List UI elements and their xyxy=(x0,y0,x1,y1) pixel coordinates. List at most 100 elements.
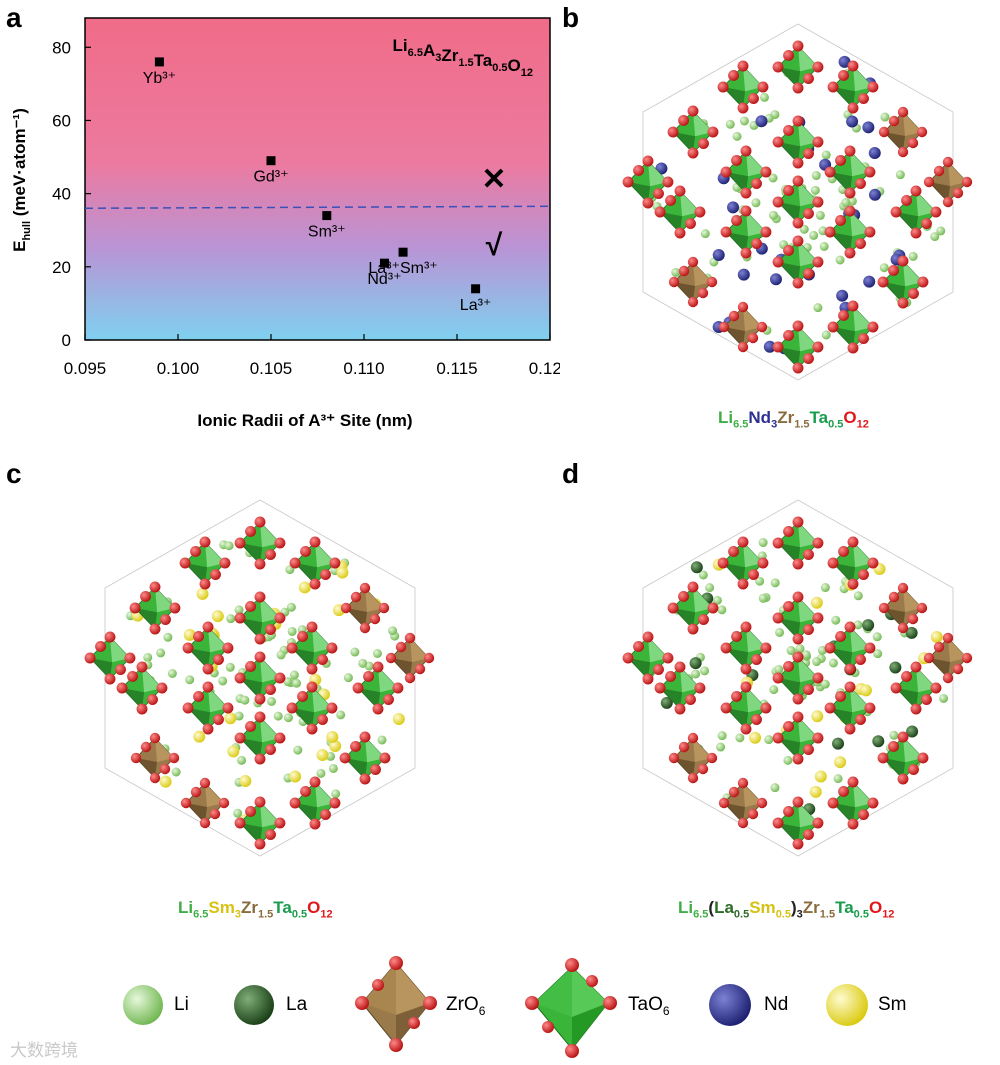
sm-atom xyxy=(326,730,339,743)
legend-label-li: Li xyxy=(174,994,189,1015)
tao6-octahedron xyxy=(179,536,231,590)
sm-atom xyxy=(814,770,827,783)
li-atom xyxy=(755,576,765,586)
tao6-octahedron xyxy=(890,185,942,239)
data-point xyxy=(322,211,332,221)
zro6-octahedron xyxy=(878,106,928,158)
li-atom xyxy=(764,735,774,745)
data-point-label: Sm³⁺ xyxy=(308,224,346,241)
panel-label-b: b xyxy=(562,2,580,33)
li-atom xyxy=(717,731,727,741)
data-point xyxy=(266,156,276,166)
li-atom xyxy=(700,666,710,676)
la-atom-icon xyxy=(234,985,274,1025)
zro6-octahedron xyxy=(718,777,768,829)
li-atom xyxy=(316,768,326,778)
li-atom xyxy=(841,198,851,208)
crystal-structure-sm xyxy=(84,499,435,857)
li-atom xyxy=(143,652,153,662)
zro6-octahedron xyxy=(878,582,928,634)
li-atom xyxy=(698,570,708,580)
sm-atom xyxy=(239,775,252,788)
x-tick-label: 0.105 xyxy=(250,359,293,378)
li-atom xyxy=(283,713,293,723)
la-atom xyxy=(689,657,702,670)
tao6-octahedron xyxy=(772,235,824,289)
li-atom xyxy=(801,650,811,660)
li-atom xyxy=(163,632,173,642)
sm-atom xyxy=(183,628,196,641)
sm-atom xyxy=(193,730,206,743)
tao6-octahedron xyxy=(827,60,879,114)
li-atom xyxy=(276,650,286,660)
zro6-octahedron xyxy=(923,156,973,208)
li-atom xyxy=(218,676,228,686)
tao6-octahedron xyxy=(234,651,286,705)
legend-label-nd: Nd xyxy=(764,994,789,1015)
tao6-octahedron xyxy=(234,711,286,765)
tao6-octahedron xyxy=(116,661,168,715)
li-atom xyxy=(705,583,715,593)
data-point-label: La³⁺Sm³⁺ xyxy=(368,260,437,277)
formula-c: Li6.5Sm3Zr1.5Ta0.5O12 xyxy=(178,898,333,921)
li-atom xyxy=(350,647,360,657)
tao6-octahedron xyxy=(234,516,286,570)
tao6-octahedron xyxy=(890,661,942,715)
li-atom xyxy=(815,210,825,220)
li-atom xyxy=(156,648,166,658)
tao6-octahedron xyxy=(654,185,706,239)
li-atom xyxy=(770,578,780,588)
tao6-octahedron xyxy=(720,621,772,675)
data-point xyxy=(154,57,164,67)
tao6-octahedron xyxy=(667,581,719,635)
data-point-label: Nd³⁺ xyxy=(367,271,401,288)
tao6-octahedron xyxy=(772,320,824,374)
data-point-label: La³⁺ xyxy=(460,297,492,314)
sm-atom xyxy=(211,610,224,623)
li-atom xyxy=(283,677,293,687)
zro6-octahedron xyxy=(385,632,435,684)
la-atom xyxy=(889,661,902,674)
sm-atom xyxy=(298,581,311,594)
tao6-octahedron xyxy=(824,205,876,259)
li-atom xyxy=(770,783,780,793)
unstable-mark: ✕ xyxy=(481,163,506,196)
li-atom xyxy=(234,711,244,721)
sm-atom xyxy=(316,748,329,761)
tao6-octahedron xyxy=(667,105,719,159)
nd-atom xyxy=(712,248,725,261)
x-tick-label: 0.120 xyxy=(529,359,560,378)
li-atom xyxy=(783,755,793,765)
tao6-octahedron xyxy=(772,516,824,570)
tao6-octahedron xyxy=(182,621,234,675)
li-atom xyxy=(831,615,841,625)
li-atom xyxy=(331,789,341,799)
sm-atom xyxy=(224,712,237,725)
tao6-octahedron xyxy=(234,796,286,850)
crystal-structure-la-sm xyxy=(622,499,973,857)
li-atom xyxy=(226,614,236,624)
tao6-octahedron xyxy=(84,631,136,685)
sm-atom xyxy=(329,739,342,752)
li-atom xyxy=(336,710,346,720)
tao6-octahedron xyxy=(286,621,338,675)
li-atom xyxy=(234,605,244,615)
y-tick-label: 80 xyxy=(52,38,71,57)
sm-atom xyxy=(336,566,349,579)
la-atom xyxy=(906,725,919,738)
zro6-octahedron-icon xyxy=(355,956,437,1052)
tao6-octahedron xyxy=(824,145,876,199)
li-atom xyxy=(691,669,701,679)
sm-atom xyxy=(196,587,209,600)
li-atom xyxy=(758,538,768,548)
tao6-octahedron xyxy=(352,661,404,715)
li-atom xyxy=(873,649,883,659)
li-atom xyxy=(286,602,296,612)
sm-atom xyxy=(930,630,943,643)
crystal-structure-nd xyxy=(622,23,973,381)
li-atom xyxy=(939,693,949,703)
legend-icons xyxy=(123,956,868,1058)
sm-atom xyxy=(159,775,172,788)
tao6-octahedron xyxy=(772,40,824,94)
li-atom xyxy=(853,591,863,601)
